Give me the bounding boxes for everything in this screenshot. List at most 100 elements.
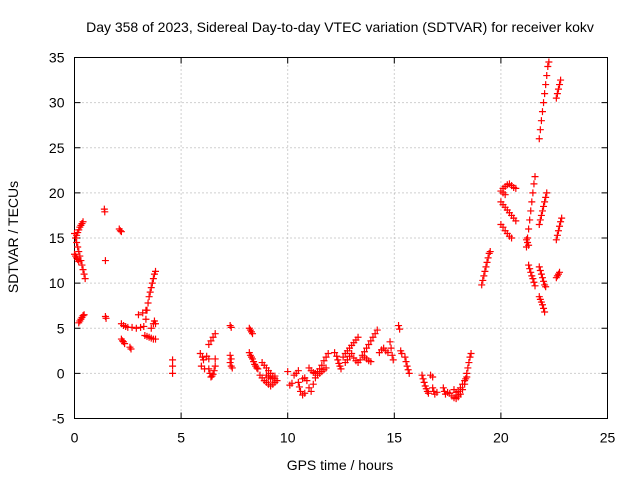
data-point (454, 391, 462, 399)
data-point (544, 63, 552, 71)
x-tick-label: 15 (387, 430, 403, 446)
data-point (540, 277, 548, 285)
data-point (553, 90, 561, 98)
data-point (530, 278, 538, 286)
data-point (467, 350, 475, 358)
data-point (207, 337, 215, 345)
data-point (227, 362, 235, 370)
y-tick-label: 5 (57, 320, 65, 336)
y-tick-label: 15 (49, 230, 65, 246)
data-point (367, 358, 375, 366)
data-point (398, 350, 406, 358)
data-point (554, 227, 562, 235)
data-point (81, 275, 89, 283)
data-point (543, 72, 551, 80)
data-point (369, 333, 377, 341)
data-point (481, 267, 489, 275)
data-point (117, 228, 125, 236)
data-point (169, 362, 177, 370)
data-point (209, 333, 217, 341)
data-point (271, 372, 279, 380)
data-point (418, 371, 426, 379)
data-point (147, 324, 155, 332)
data-point (226, 322, 234, 330)
data-point (152, 335, 160, 343)
y-tick-label: 20 (49, 185, 65, 201)
data-point (526, 265, 534, 273)
data-point (420, 378, 428, 386)
data-point (371, 330, 379, 338)
y-tick-label: -5 (52, 411, 65, 427)
data-point (466, 353, 474, 361)
data-point (501, 191, 509, 199)
data-points (71, 58, 566, 403)
data-point (305, 384, 313, 392)
data-point (331, 349, 339, 357)
data-point (307, 387, 315, 395)
data-point (537, 211, 545, 219)
x-tick-label: 25 (600, 430, 616, 446)
data-point (386, 338, 394, 346)
data-point (78, 261, 86, 269)
data-point (294, 367, 302, 375)
data-point (482, 263, 490, 271)
data-point (147, 284, 155, 292)
data-point (152, 267, 160, 275)
data-point (356, 356, 364, 364)
data-point (363, 344, 371, 352)
y-tick-label: 30 (49, 95, 65, 111)
data-point (462, 375, 470, 383)
data-point (401, 353, 409, 361)
data-point (102, 314, 110, 322)
data-point (294, 378, 302, 386)
data-point (343, 356, 351, 364)
data-point (424, 389, 432, 397)
data-point (456, 384, 464, 392)
data-point (333, 352, 341, 360)
data-point (196, 350, 204, 358)
data-point (552, 94, 560, 102)
data-point (79, 266, 87, 274)
data-point (479, 276, 487, 284)
data-point (461, 377, 469, 385)
data-point (228, 364, 236, 372)
data-point (525, 225, 533, 233)
data-point (142, 315, 150, 323)
data-point (542, 283, 550, 291)
data-point (152, 320, 160, 328)
data-point (480, 272, 488, 280)
data-point (541, 308, 549, 316)
data-point (320, 357, 328, 365)
data-point (309, 380, 317, 388)
data-point (558, 214, 566, 222)
data-point (199, 356, 207, 364)
data-point (535, 263, 543, 271)
data-point (403, 362, 411, 370)
data-point (121, 340, 129, 348)
data-point (542, 193, 550, 201)
data-point (529, 275, 537, 283)
data-point (402, 358, 410, 366)
data-point (553, 231, 561, 239)
data-point (134, 311, 142, 319)
data-point (227, 323, 235, 331)
data-point (101, 257, 109, 265)
data-point (149, 275, 157, 283)
data-point (486, 248, 494, 256)
data-point (540, 99, 548, 107)
x-tick-label: 0 (71, 430, 79, 446)
data-point (322, 353, 330, 361)
data-point (405, 369, 413, 377)
data-point (79, 218, 87, 226)
data-point (538, 274, 546, 282)
data-point (526, 216, 534, 224)
data-point (210, 367, 218, 375)
data-point (538, 301, 546, 309)
data-point (543, 189, 551, 197)
y-tick-label: 0 (57, 365, 65, 381)
data-point (273, 377, 281, 385)
y-axis-label: SDTVAR / TECUs (5, 181, 21, 293)
data-point (396, 325, 404, 333)
data-point (465, 359, 473, 367)
data-point (512, 184, 520, 192)
